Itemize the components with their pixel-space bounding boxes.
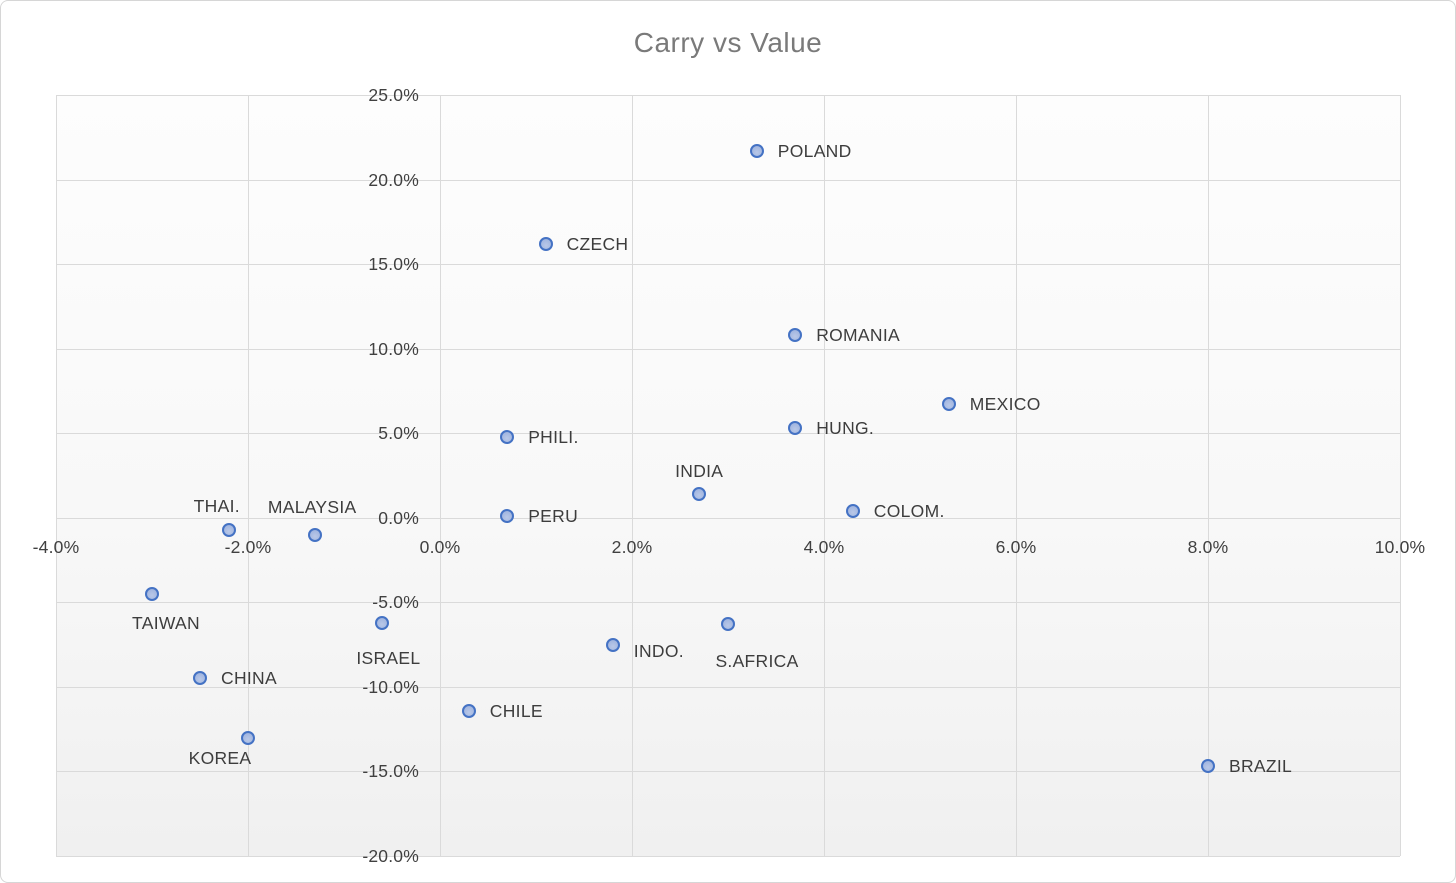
- point-label-india: INDIA: [675, 461, 724, 482]
- data-point-india: [692, 487, 707, 502]
- horizontal-gridline: [56, 95, 1400, 96]
- y-axis-tick-label: 20.0%: [368, 169, 419, 190]
- x-axis-tick-label: 10.0%: [1374, 536, 1426, 557]
- point-label-poland: POLAND: [777, 140, 852, 161]
- data-point-phili: [500, 429, 515, 444]
- horizontal-gridline: [56, 686, 1400, 688]
- data-point-indo: [605, 637, 620, 652]
- horizontal-gridline: [56, 602, 1400, 604]
- plot-area: [56, 95, 1401, 857]
- x-axis-tick-label: 4.0%: [803, 536, 845, 557]
- point-label-colom: COLOM.: [873, 501, 945, 521]
- point-label-brazil: BRAZIL: [1229, 756, 1293, 777]
- point-label-chile: CHILE: [489, 700, 543, 721]
- horizontal-gridline: [56, 264, 1400, 266]
- y-axis-tick-label: 10.0%: [368, 338, 419, 359]
- data-point-chile: [461, 703, 476, 718]
- y-axis-tick-label: 15.0%: [368, 254, 419, 275]
- data-point-colom: [845, 504, 860, 518]
- x-axis-tick-label: 6.0%: [995, 536, 1037, 557]
- y-axis-tick-label: -5.0%: [372, 592, 419, 613]
- vertical-gridline: [248, 95, 249, 856]
- x-axis-tick-label: 2.0%: [611, 536, 653, 557]
- vertical-gridline: [824, 95, 825, 856]
- x-axis-tick-label: 8.0%: [1187, 536, 1229, 557]
- horizontal-gridline: [56, 348, 1400, 350]
- data-point-brazil: [1201, 759, 1215, 774]
- y-axis-tick-label: 5.0%: [378, 423, 419, 444]
- vertical-gridline: [1016, 95, 1017, 856]
- y-axis-tick-label: 25.0%: [368, 85, 419, 105]
- data-point-czech: [538, 236, 553, 251]
- vertical-gridline: [440, 95, 441, 856]
- point-label-mexico: MEXICO: [969, 394, 1041, 415]
- x-axis-tick-label: 0.0%: [419, 536, 461, 557]
- data-point-hung: [788, 421, 803, 436]
- point-label-malaysia: MALAYSIA: [267, 496, 357, 517]
- data-point-peru: [500, 509, 515, 524]
- point-label-taiwan: TAIWAN: [132, 612, 200, 633]
- point-label-korea: KOREA: [188, 747, 252, 768]
- horizontal-gridline: [56, 856, 1400, 857]
- point-label-china: CHINA: [221, 668, 277, 689]
- point-label-thai: THAI.: [193, 495, 240, 516]
- point-label-romania: ROMANIA: [816, 325, 900, 346]
- y-axis-tick-label: -20.0%: [362, 846, 419, 866]
- point-label-czech: CZECH: [566, 233, 629, 254]
- point-label-peru: PERU: [528, 506, 579, 527]
- data-point-poland: [749, 143, 764, 158]
- data-point-china: [193, 671, 207, 686]
- x-axis-tick-label: -4.0%: [32, 536, 80, 557]
- vertical-gridline: [56, 95, 57, 856]
- data-point-thai: [221, 522, 236, 537]
- point-label-safrica: S.AFRICA: [715, 651, 799, 672]
- horizontal-gridline: [56, 179, 1400, 181]
- horizontal-gridline: [56, 517, 1400, 519]
- data-point-malaysia: [308, 527, 323, 542]
- chart-title: Carry vs Value: [633, 27, 823, 58]
- vertical-gridline: [632, 95, 633, 856]
- data-point-israel: [375, 615, 390, 630]
- x-axis-tick-label: -2.0%: [224, 536, 272, 557]
- data-point-korea: [241, 730, 255, 745]
- y-axis-tick-label: -10.0%: [362, 676, 419, 697]
- horizontal-gridline: [56, 771, 1400, 773]
- vertical-gridline: [1208, 95, 1209, 856]
- vertical-gridline: [1400, 95, 1401, 856]
- horizontal-gridline: [56, 433, 1400, 435]
- point-label-phili: PHILI.: [528, 426, 579, 447]
- y-axis-tick-label: -15.0%: [362, 761, 419, 782]
- data-point-taiwan: [145, 586, 159, 601]
- data-point-safrica: [721, 617, 735, 632]
- point-label-israel: ISRAEL: [356, 647, 421, 668]
- point-label-hung: HUNG.: [816, 418, 875, 439]
- data-point-romania: [788, 328, 803, 343]
- data-point-mexico: [941, 397, 956, 412]
- point-label-indo: INDO.: [633, 640, 684, 661]
- y-axis-tick-label: 0.0%: [378, 507, 419, 528]
